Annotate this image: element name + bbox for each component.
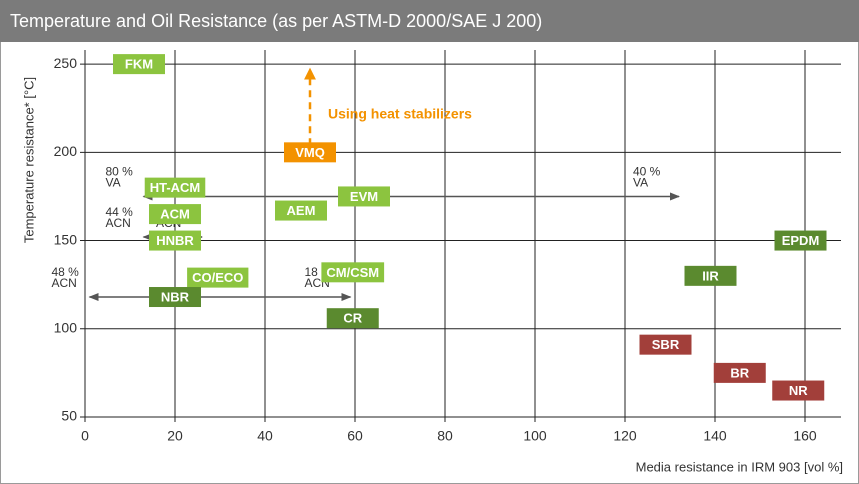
material-label: VMQ (295, 145, 325, 160)
material-marker (149, 230, 201, 251)
material-label: IIR (702, 268, 719, 283)
x-tick-label: 140 (703, 428, 727, 444)
material-marker (338, 186, 390, 207)
material-label: SBR (652, 337, 680, 352)
arrow-label: VA (106, 176, 121, 190)
material-marker (326, 308, 379, 329)
y-tick-label: 50 (61, 408, 77, 424)
material-box: AEM (275, 200, 327, 221)
y-tick-label: 200 (54, 143, 78, 159)
material-label: AEM (287, 203, 316, 218)
material-box: ACM (149, 204, 201, 225)
material-marker (113, 54, 165, 75)
arrow-label: 48 % (52, 265, 80, 279)
y-tick-label: 100 (54, 319, 78, 335)
arrow-label: VA (633, 176, 648, 190)
x-tick-label: 120 (613, 428, 637, 444)
material-marker (684, 265, 737, 286)
material-marker (639, 334, 692, 355)
arrow-label: ACN (52, 276, 77, 290)
material-label: EPDM (782, 233, 820, 248)
material-box: BR (713, 362, 766, 383)
material-box: IIR (684, 265, 737, 286)
material-box: SBR (639, 334, 692, 355)
y-tick-label: 250 (54, 55, 78, 71)
material-box: HNBR (149, 230, 201, 251)
material-label: FKM (125, 57, 153, 72)
material-marker (275, 200, 327, 221)
material-label: CR (343, 311, 362, 326)
material-box: NBR (149, 287, 201, 308)
arrow-label: ACN (106, 216, 131, 230)
material-label: NBR (161, 289, 190, 304)
material-label: NR (789, 383, 808, 398)
stabilizer-label: Using heat stabilizers (328, 106, 472, 122)
x-tick-label: 160 (793, 428, 817, 444)
material-marker (774, 230, 827, 251)
material-box: EPDM (774, 230, 827, 251)
material-marker (713, 362, 766, 383)
material-box: HT-ACM (144, 177, 206, 198)
material-box: CR (326, 308, 379, 329)
material-box: CM/CSM (321, 262, 385, 283)
y-axis-label: Temperature resistance* [°C] (21, 77, 36, 243)
x-axis-label: Media resistance in IRM 903 [vol %] (636, 459, 843, 474)
x-tick-label: 60 (347, 428, 363, 444)
material-marker (321, 262, 385, 283)
y-tick-label: 150 (54, 231, 78, 247)
material-label: EVM (350, 189, 378, 204)
material-marker (149, 204, 201, 225)
x-tick-label: 20 (167, 428, 183, 444)
material-marker (187, 267, 249, 288)
material-label: CM/CSM (326, 265, 379, 280)
material-box: NR (772, 380, 825, 401)
x-tick-label: 80 (437, 428, 453, 444)
arrow-label: 80 % (106, 165, 134, 179)
arrow-label: 40 % (633, 165, 661, 179)
material-marker (144, 177, 206, 198)
material-marker (772, 380, 825, 401)
material-label: HNBR (156, 233, 194, 248)
material-marker (284, 142, 336, 163)
title-bar (0, 0, 859, 42)
material-label: ACM (160, 207, 190, 222)
x-tick-label: 0 (81, 428, 89, 444)
material-box: EVM (338, 186, 390, 207)
material-label: CO/ECO (192, 270, 243, 285)
material-marker (149, 287, 201, 308)
x-tick-label: 100 (523, 428, 547, 444)
material-label: HT-ACM (150, 180, 201, 195)
chart-title: Temperature and Oil Resistance (as per A… (10, 11, 542, 31)
material-box: VMQ (284, 142, 336, 163)
arrow-label: 44 % (106, 205, 134, 219)
material-box: CO/ECO (187, 267, 249, 288)
material-box: FKM (113, 54, 165, 75)
material-label: BR (730, 365, 749, 380)
x-tick-label: 40 (257, 428, 273, 444)
